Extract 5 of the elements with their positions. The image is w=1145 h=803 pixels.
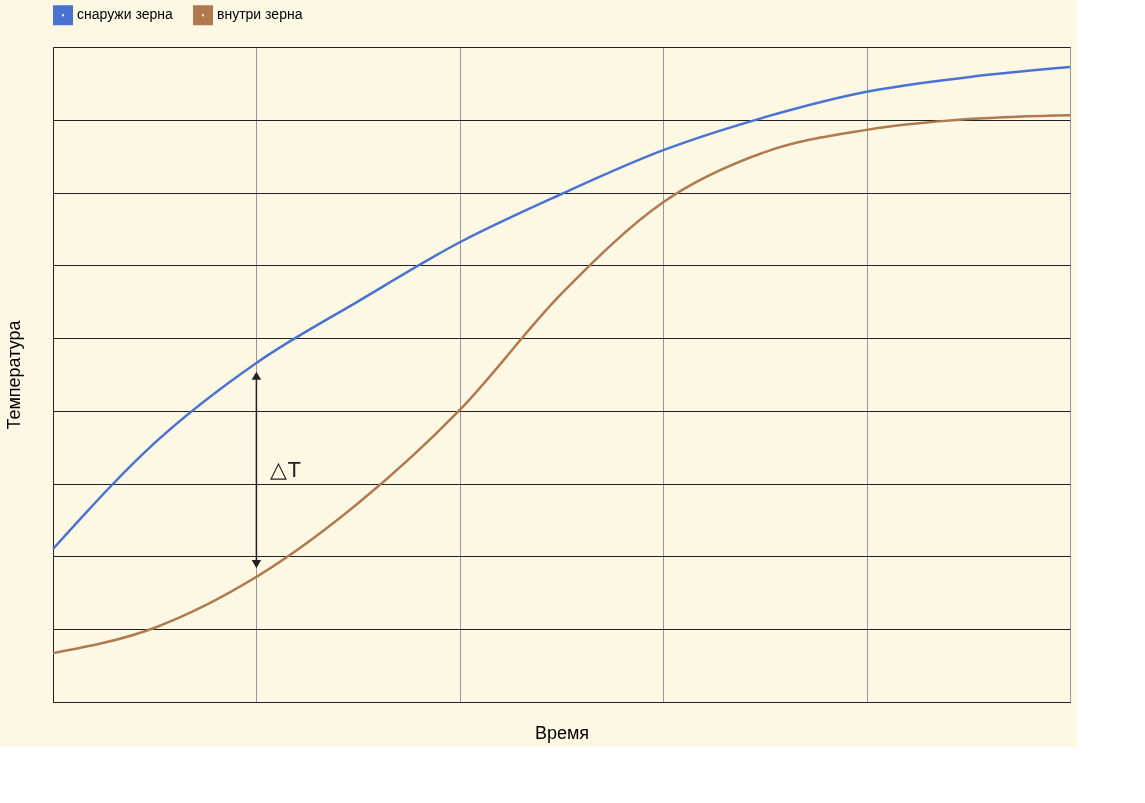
y-axis-title: Температура	[3, 319, 24, 430]
legend-label: внутри зерна	[217, 6, 303, 23]
legend-label: снаружи зерна	[77, 6, 173, 23]
x-axis-title: Время	[534, 722, 590, 743]
annotation: △T	[270, 456, 301, 482]
